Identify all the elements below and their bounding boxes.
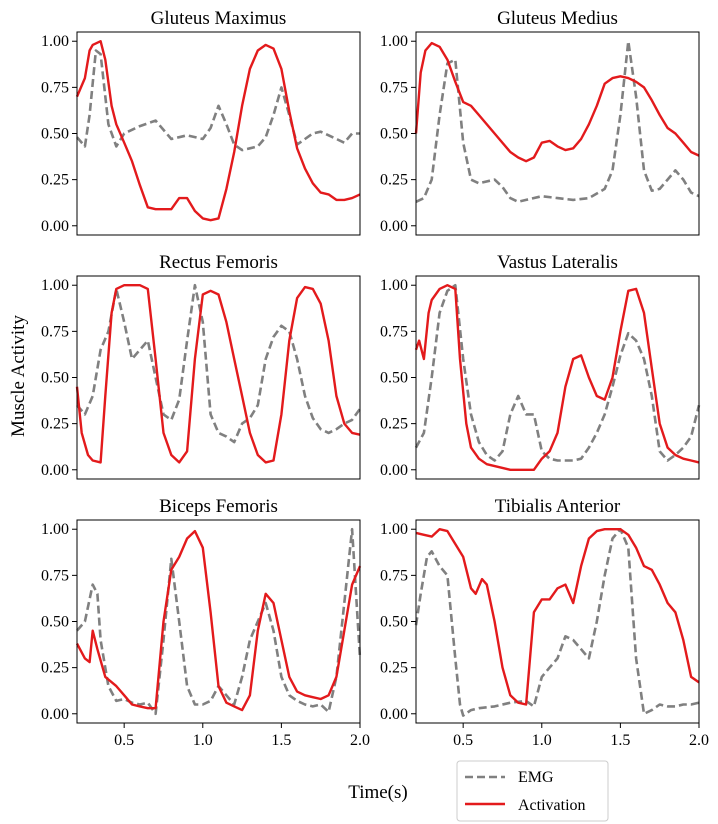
panel-title: Biceps Femoris xyxy=(159,496,278,517)
y-tick-label: 0.50 xyxy=(380,126,408,143)
emg-series-line xyxy=(414,283,701,462)
y-tick-label: 0.50 xyxy=(41,126,69,143)
x-tick-label: 0.5 xyxy=(114,732,134,749)
panel-title: Vastus Lateralis xyxy=(497,252,618,273)
y-tick-label: 0.25 xyxy=(41,416,69,433)
panel-frame xyxy=(76,519,361,724)
x-tick-label: 1.5 xyxy=(610,732,630,749)
activation-series-line xyxy=(414,284,700,471)
activation-series-line xyxy=(75,284,361,464)
x-tick-label: 1.0 xyxy=(532,732,552,749)
y-tick-label: 1.00 xyxy=(41,521,69,538)
y-tick-label: 0.50 xyxy=(380,614,408,631)
panel-title: Rectus Femoris xyxy=(159,252,278,273)
y-tick-label: 0.50 xyxy=(41,614,69,631)
emg-series-line xyxy=(76,283,362,444)
y-tick-label: 1.00 xyxy=(41,33,69,50)
y-tick-label: 1.00 xyxy=(380,277,408,294)
y-tick-label: 0.75 xyxy=(41,323,69,340)
panel-title: Gluteus Medius xyxy=(497,8,618,29)
x-tick-label: 1.5 xyxy=(271,732,291,749)
y-axis-label: Muscle Activity xyxy=(8,315,29,437)
y-tick-label: 0.25 xyxy=(380,172,408,189)
x-tick-label: 0.5 xyxy=(453,732,473,749)
y-tick-label: 0.50 xyxy=(41,370,69,387)
x-tick-label: 2.0 xyxy=(689,732,709,749)
activation-series-line xyxy=(415,528,700,706)
emg-series-line xyxy=(414,527,700,717)
y-tick-label: 0.00 xyxy=(380,706,408,723)
y-tick-label: 0.00 xyxy=(41,706,69,723)
y-tick-label: 0.25 xyxy=(380,660,408,677)
x-axis-label: Time(s) xyxy=(348,782,407,803)
y-tick-label: 0.00 xyxy=(41,462,69,479)
y-tick-label: 1.00 xyxy=(380,521,408,538)
panel-frame xyxy=(415,31,700,236)
activation-series-line xyxy=(75,40,361,222)
legend-activation-label: Activation xyxy=(518,797,586,814)
emg-series-line xyxy=(76,49,360,152)
y-tick-label: 0.75 xyxy=(41,567,69,584)
emg-series-line xyxy=(415,39,700,204)
emg-series-line xyxy=(76,527,362,716)
activation-series-line xyxy=(414,41,700,163)
y-tick-label: 0.25 xyxy=(41,660,69,677)
y-tick-label: 0.25 xyxy=(380,416,408,433)
y-tick-label: 0.75 xyxy=(380,567,408,584)
panel-title: Tibialis Anterior xyxy=(495,496,621,517)
y-tick-label: 0.00 xyxy=(380,218,408,235)
x-tick-label: 2.0 xyxy=(350,732,370,749)
y-tick-label: 0.75 xyxy=(41,79,69,96)
y-tick-label: 0.00 xyxy=(380,462,408,479)
y-tick-label: 1.00 xyxy=(380,33,408,50)
y-tick-label: 1.00 xyxy=(41,277,69,294)
y-tick-label: 0.75 xyxy=(380,323,408,340)
panel-title: Gluteus Maximus xyxy=(151,8,287,29)
legend-emg-label: EMG xyxy=(518,769,554,786)
x-tick-label: 1.0 xyxy=(193,732,213,749)
y-tick-label: 0.25 xyxy=(41,172,69,189)
activation-series-line xyxy=(75,529,362,712)
y-tick-label: 0.75 xyxy=(380,79,408,96)
y-tick-label: 0.50 xyxy=(380,370,408,387)
y-tick-label: 0.00 xyxy=(41,218,69,235)
